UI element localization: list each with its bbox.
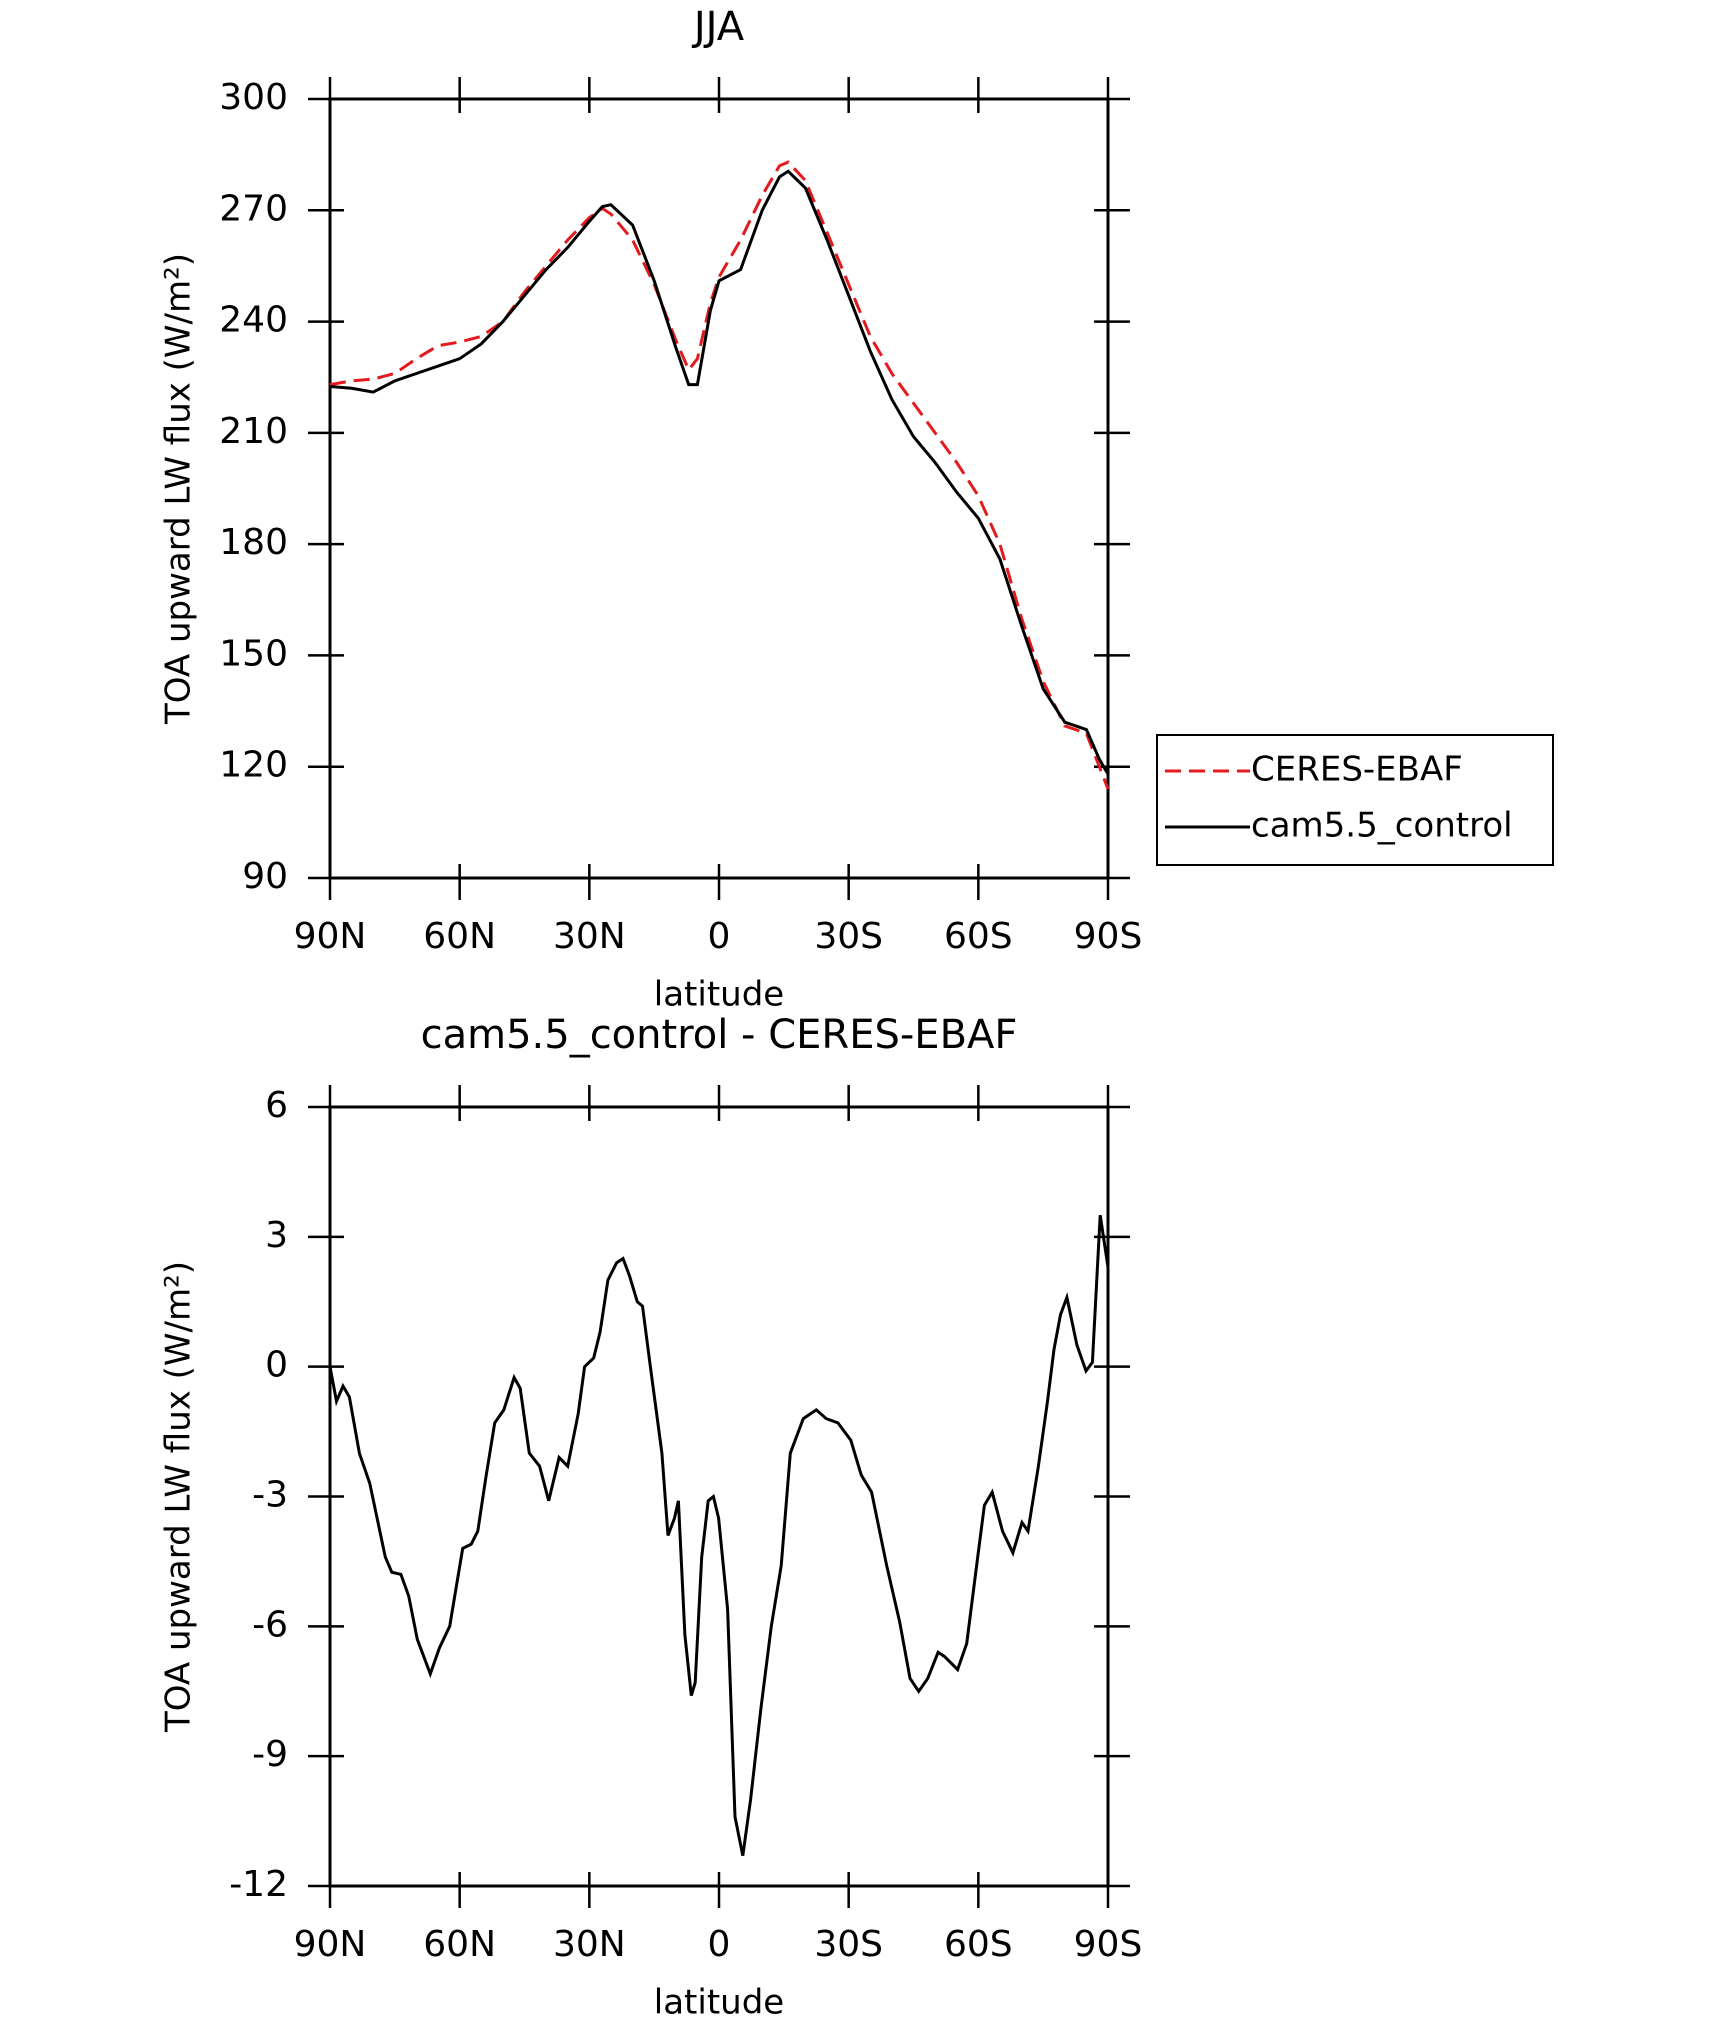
x-tick-label: 60S bbox=[944, 916, 1013, 957]
y-tick-label: 210 bbox=[219, 411, 288, 452]
x-tick-label: 60N bbox=[423, 1924, 496, 1965]
y-tick-label: -6 bbox=[252, 1604, 288, 1645]
chart-title: cam5.5_control - CERES-EBAF bbox=[421, 1012, 1018, 1058]
x-tick-label: 90S bbox=[1074, 1924, 1143, 1965]
y-tick-label: -9 bbox=[252, 1734, 288, 1775]
data-line bbox=[328, 1214, 1110, 1856]
y-tick-label: 180 bbox=[219, 522, 288, 563]
x-tick-label: 90S bbox=[1074, 916, 1143, 957]
y-tick-label: 90 bbox=[242, 856, 288, 897]
y-tick-label: 300 bbox=[219, 77, 288, 118]
x-tick-label: 90N bbox=[294, 1924, 367, 1965]
plot-frame bbox=[328, 1105, 1110, 1888]
x-tick-label: 30N bbox=[553, 916, 626, 957]
x-tick-label: 60N bbox=[423, 916, 496, 957]
x-tick-label: 0 bbox=[708, 916, 731, 957]
x-axis-label: latitude bbox=[654, 1983, 784, 2021]
y-tick-label: 120 bbox=[219, 745, 288, 786]
data-line bbox=[329, 160, 1110, 790]
y-tick-label: 0 bbox=[265, 1345, 288, 1386]
y-axis-label: TOA upward LW flux (W/m²) bbox=[159, 1261, 199, 1733]
legend-label: cam5.5_control bbox=[1251, 806, 1513, 846]
y-tick-label: 270 bbox=[219, 188, 288, 229]
y-axis-label: TOA upward LW flux (W/m²) bbox=[159, 253, 199, 725]
x-tick-label: 30S bbox=[814, 916, 883, 957]
x-axis-label: latitude bbox=[654, 975, 784, 1015]
x-tick-label: 0 bbox=[708, 1924, 731, 1965]
legend-label: CERES-EBAF bbox=[1251, 750, 1463, 790]
x-tick-label: 30S bbox=[814, 1924, 883, 1965]
plot: JJA latitude TOA upward LW flux (W/m²) 90 12… bbox=[159, 4, 1554, 1015]
data-line bbox=[329, 169, 1110, 775]
x-tick-label: 60S bbox=[944, 1924, 1013, 1965]
chart-title: JJA bbox=[691, 4, 745, 50]
y-tick-label: -12 bbox=[229, 1864, 288, 1905]
x-tick-label: 90N bbox=[294, 916, 367, 957]
y-tick-label: 6 bbox=[265, 1085, 288, 1126]
x-tick-label: 30N bbox=[553, 1924, 626, 1965]
legend-box bbox=[1156, 734, 1554, 866]
plot-frame bbox=[328, 97, 1110, 880]
plot: cam5.5_control - CERES-EBAF latitude TOA u… bbox=[159, 1012, 1143, 2021]
y-tick-label: -3 bbox=[252, 1475, 288, 1516]
y-tick-label: 150 bbox=[219, 633, 288, 674]
y-tick-label: 3 bbox=[265, 1215, 288, 1256]
y-tick-label: 240 bbox=[219, 300, 288, 341]
